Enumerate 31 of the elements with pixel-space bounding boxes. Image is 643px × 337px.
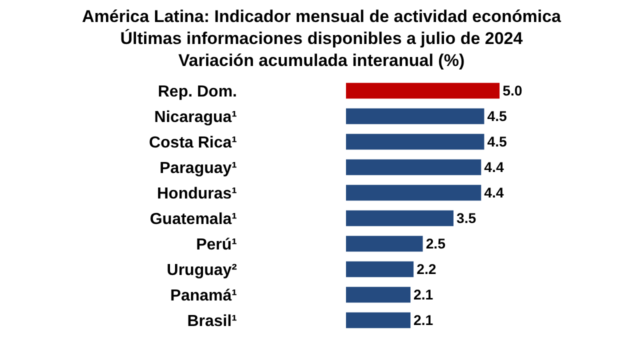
bar [346, 210, 454, 226]
y-tick-label: Nicaragua¹ [154, 108, 237, 126]
y-tick-label: Panamá¹ [170, 287, 237, 304]
bar [346, 108, 484, 124]
data-label: 4.5 [487, 108, 508, 124]
bar [346, 312, 410, 328]
bar [346, 159, 482, 176]
data-label: 3.5 [456, 210, 476, 226]
bar [346, 286, 410, 303]
y-tick-label: Brasil¹ [187, 312, 237, 330]
y-tick-label: Uruguay² [166, 262, 237, 279]
data-label: 5.0 [502, 82, 522, 98]
y-tick-label: Paraguay¹ [160, 160, 237, 177]
data-label: 4.4 [484, 184, 504, 200]
data-label: 2.1 [414, 286, 434, 302]
bar [346, 236, 423, 252]
y-tick-label: Perú¹ [196, 236, 237, 254]
bar [346, 134, 484, 150]
y-tick-label: Costa Rica¹ [148, 134, 237, 152]
bar [346, 261, 414, 278]
y-tick-label: Rep. Dom. [158, 83, 237, 100]
data-label: 4.5 [487, 133, 508, 150]
y-tick-label: Guatemala¹ [150, 210, 237, 228]
bar [346, 82, 500, 99]
data-label: 2.1 [414, 312, 434, 328]
bar [346, 184, 482, 201]
chart-title: América Latina: Indicador mensual de actividad económica Últimas informaciones disponibles a julio de 2024 Variación acumulada interanual (%) [82, 6, 562, 70]
y-tick-label: Honduras¹ [157, 185, 237, 202]
data-label: 2.2 [416, 260, 436, 277]
data-label: 4.4 [484, 158, 504, 175]
data-label: 2.5 [426, 235, 446, 252]
